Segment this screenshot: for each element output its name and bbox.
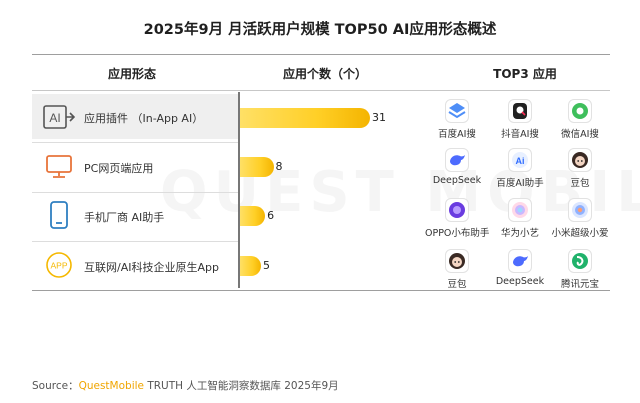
baidu-ai-assistant-icon: Ai	[508, 148, 532, 172]
pc-monitor-icon	[42, 152, 76, 182]
app-baidu-ai-search: 百度AI搜	[425, 99, 489, 140]
source-brand: QuestMobile	[78, 380, 144, 392]
app-deepseek: DeepSeek	[488, 249, 552, 287]
bar-pc-web	[240, 157, 274, 177]
app-doubao: 豆包	[425, 249, 489, 290]
bar-in-app-ai	[240, 108, 370, 128]
baidu-ai-search-icon	[445, 99, 469, 123]
app-oppo-xiaobu: OPPO小布助手	[425, 198, 489, 239]
wechat-ai-search-icon	[568, 99, 592, 123]
bar-value-label: 6	[267, 209, 275, 222]
page-title: 2025年9月 月活跃用户规模 TOP50 AI应用形态概述	[143, 22, 497, 38]
category-label-phone-maker: 手机厂商 AI助手	[84, 211, 165, 224]
deepseek-icon	[445, 148, 469, 172]
xiaomi-xiaoai-icon	[568, 198, 592, 222]
doubao-icon	[445, 249, 469, 273]
app-wechat-ai-search: 微信AI搜	[548, 99, 612, 140]
app-deepseek: DeepSeek	[425, 148, 489, 186]
oppo-xiaobu-icon	[445, 198, 469, 222]
doubao-icon	[568, 148, 592, 172]
header-top3: TOP3 应用	[493, 67, 557, 81]
bar-value-label: 31	[372, 111, 386, 124]
row-separator	[32, 192, 238, 193]
app-badge-icon: APP	[42, 250, 76, 280]
bar-value-label: 5	[262, 259, 270, 272]
app-baidu-ai-assistant: Ai 百度AI助手	[488, 148, 552, 189]
header-rule	[32, 90, 610, 91]
app-tencent-yuanbao: 腾讯元宝	[548, 249, 612, 290]
tencent-yuanbao-icon	[568, 249, 592, 273]
douyin-ai-search-icon	[508, 99, 532, 123]
svg-text:Ai: Ai	[516, 156, 525, 166]
deepseek-icon	[508, 249, 532, 273]
bar-axis-line	[238, 92, 240, 288]
category-label-pc-web: PC网页端应用	[84, 162, 154, 175]
svg-text:APP: APP	[50, 261, 67, 271]
app-xiaomi-xiaoai: 小米超级小爱	[548, 198, 612, 239]
app-douyin-ai-search: 抖音AI搜	[488, 99, 552, 140]
category-label-native-app: 互联网/AI科技企业原生App	[84, 261, 219, 274]
bar-phone-maker	[240, 206, 266, 226]
header-count: 应用个数（个）	[282, 67, 367, 81]
bar-native-app	[240, 256, 261, 276]
bottom-rule	[32, 290, 610, 291]
mobile-phone-icon	[42, 200, 76, 230]
huawei-xiaoyi-icon	[508, 198, 532, 222]
row-separator	[32, 241, 238, 242]
app-doubao: 豆包	[548, 148, 612, 189]
app-huawei-xiaoyi: 华为小艺	[488, 198, 552, 239]
category-label-in-app-ai: 应用插件 （In-App AI）	[84, 112, 204, 125]
source-note: Source：QuestMobile TRUTH 人工智能洞察数据库 2025年…	[32, 378, 339, 393]
bar-value-label: 8	[275, 160, 283, 173]
source-prefix: Source：	[32, 380, 79, 392]
source-text: TRUTH 人工智能洞察数据库 2025年9月	[144, 380, 339, 392]
svg-text:AI: AI	[49, 111, 60, 125]
header-form: 应用形态	[107, 67, 156, 81]
ai-plugin-icon: AI	[42, 102, 76, 132]
top-rule	[32, 54, 610, 55]
row-separator	[32, 142, 238, 143]
